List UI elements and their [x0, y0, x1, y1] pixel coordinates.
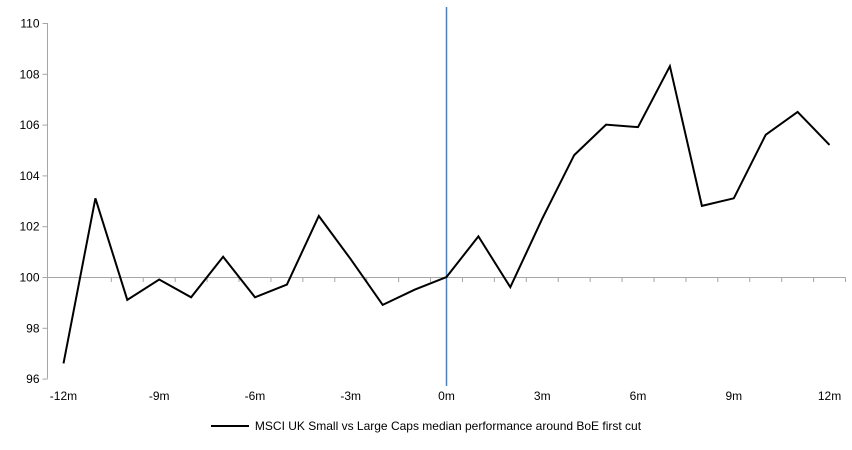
y-tick-label: 96: [26, 372, 40, 386]
legend-line-sample: [210, 425, 249, 427]
x-tick-label: 6m: [630, 389, 647, 403]
y-tick-label: 106: [19, 118, 39, 132]
y-tick-label: 104: [19, 169, 39, 183]
x-tick-label: 0m: [438, 389, 455, 403]
legend: MSCI UK Small vs Large Caps median perfo…: [0, 418, 852, 434]
y-tick-label: 100: [19, 271, 39, 285]
y-tick-label: 108: [19, 67, 39, 81]
x-tick-label: 9m: [725, 389, 742, 403]
x-tick-label: 3m: [534, 389, 551, 403]
x-tick-label: -6m: [245, 389, 266, 403]
legend-label: MSCI UK Small vs Large Caps median perfo…: [254, 419, 642, 433]
x-tick-label: -12m: [50, 389, 77, 403]
y-tick-label: 102: [19, 220, 39, 234]
y-tick-label: 110: [20, 17, 39, 31]
x-tick-label: -3m: [340, 389, 361, 403]
y-tick-label: 98: [26, 321, 40, 335]
series-line: [62, 63, 831, 364]
x-tick-label: -9m: [149, 389, 170, 403]
x-tick-label: 12m: [818, 389, 841, 403]
plot-area: 96 98 100 102 104 106 108 110 -12m -9m -6m -3m 0m 3m 6…: [19, 7, 846, 403]
